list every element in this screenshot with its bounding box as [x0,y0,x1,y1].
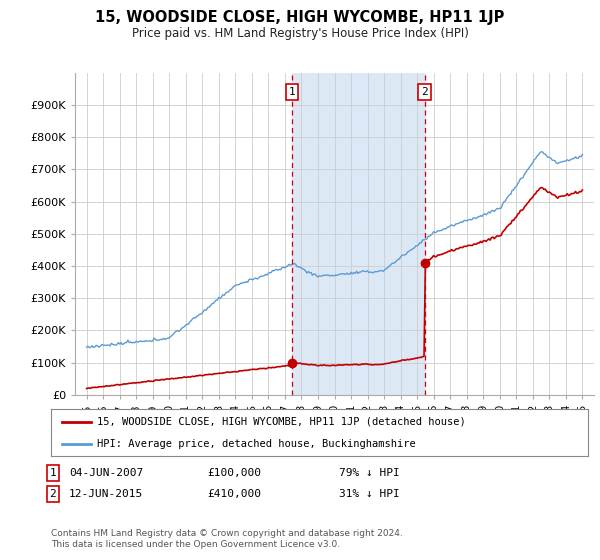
Text: 31% ↓ HPI: 31% ↓ HPI [339,489,400,499]
Text: 2: 2 [49,489,56,499]
Text: 04-JUN-2007: 04-JUN-2007 [69,468,143,478]
Text: 15, WOODSIDE CLOSE, HIGH WYCOMBE, HP11 1JP: 15, WOODSIDE CLOSE, HIGH WYCOMBE, HP11 1… [95,10,505,25]
Text: 2: 2 [421,87,428,97]
Text: £410,000: £410,000 [207,489,261,499]
Text: 1: 1 [49,468,56,478]
Text: Price paid vs. HM Land Registry's House Price Index (HPI): Price paid vs. HM Land Registry's House … [131,27,469,40]
Text: 1: 1 [289,87,296,97]
Text: Contains HM Land Registry data © Crown copyright and database right 2024.
This d: Contains HM Land Registry data © Crown c… [51,529,403,549]
Bar [292,73,425,395]
Text: £100,000: £100,000 [207,468,261,478]
Text: HPI: Average price, detached house, Buckinghamshire: HPI: Average price, detached house, Buck… [97,438,415,449]
Text: 12-JUN-2015: 12-JUN-2015 [69,489,143,499]
Text: 79% ↓ HPI: 79% ↓ HPI [339,468,400,478]
Text: 15, WOODSIDE CLOSE, HIGH WYCOMBE, HP11 1JP (detached house): 15, WOODSIDE CLOSE, HIGH WYCOMBE, HP11 1… [97,417,466,427]
